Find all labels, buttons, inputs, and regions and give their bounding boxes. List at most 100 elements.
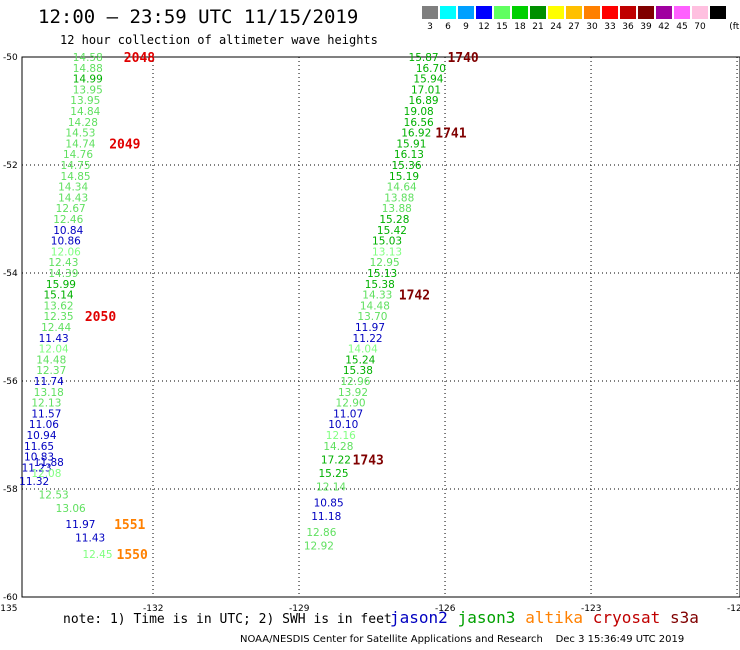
pass-time-label: 1550 <box>117 548 148 563</box>
wave-height-value: 11.43 <box>75 533 105 545</box>
wave-height-value: 12.13 <box>31 398 61 410</box>
legend-label: 42 <box>658 22 670 32</box>
wave-height-value: 15.87 <box>409 52 439 64</box>
wave-height-value: 13.70 <box>357 311 387 323</box>
legend-label: 70 <box>694 22 706 32</box>
pass-time-label: 1742 <box>399 289 430 304</box>
legend-label: 9 <box>463 22 469 32</box>
wave-height-value: 11.43 <box>39 333 69 345</box>
legend-swatch <box>584 6 600 19</box>
wave-height-value: 10.10 <box>328 419 358 431</box>
lat-tick-label: -50 <box>3 53 18 63</box>
wave-height-value: 12.95 <box>370 257 400 269</box>
wave-height-value: 19.08 <box>404 106 434 118</box>
lon-tick-label: -135 <box>0 604 17 614</box>
lat-tick-label: -58 <box>3 485 18 495</box>
legend-label: 24 <box>550 22 562 32</box>
wave-height-value: 10.86 <box>51 236 81 248</box>
wave-height-value: 11.22 <box>353 333 383 345</box>
legend-label: 12 <box>478 22 490 32</box>
wave-height-value: 14.34 <box>58 182 88 194</box>
satellite-name: altika <box>525 608 583 627</box>
legend-swatch <box>422 6 438 19</box>
wave-height-value: 11.74 <box>34 376 64 388</box>
legend-swatch <box>638 6 654 19</box>
wave-height-value: 15.24 <box>345 354 375 366</box>
wave-height-value: 13.13 <box>372 246 402 258</box>
wave-height-value: 11.88 <box>34 457 64 469</box>
wave-height-value: 14.84 <box>70 106 100 118</box>
wave-height-value: 12.35 <box>44 311 74 323</box>
wave-height-value: 15.91 <box>396 138 426 150</box>
legend-swatch <box>566 6 582 19</box>
legend-swatch <box>512 6 528 19</box>
lat-tick-label: -54 <box>3 269 18 279</box>
legend-swatch <box>674 6 690 19</box>
wave-height-value: 15.25 <box>318 468 348 480</box>
wave-height-value: 15.03 <box>372 236 402 248</box>
credit-text: NOAA/NESDIS Center for Satellite Applica… <box>240 634 543 645</box>
legend-swatch <box>530 6 546 19</box>
wave-height-value: 14.04 <box>348 344 378 356</box>
wave-height-value: 14.85 <box>61 171 91 183</box>
observation-values: 14.5814.8814.9913.9513.9514.8414.2814.53… <box>19 52 446 561</box>
legend-swatch <box>476 6 492 19</box>
wave-height-value: 11.23 <box>22 462 52 474</box>
legend-label: 30 <box>586 22 598 32</box>
wave-height-value: 12.43 <box>48 257 78 269</box>
timestamp-text: Dec 3 15:36:49 UTC 2019 <box>555 634 685 645</box>
legend-unit: (ft) <box>729 22 740 32</box>
wave-height-value: 12.45 <box>82 549 112 561</box>
wave-height-value: 16.92 <box>401 128 431 140</box>
wave-height-value: 15.36 <box>391 160 421 172</box>
wave-height-value: 12.67 <box>56 203 86 215</box>
satellite-name: jason3 <box>457 608 516 627</box>
footer-note: note: 1) Time is in UTC; 2) SWH is in fe… <box>63 612 392 627</box>
wave-height-value: 13.18 <box>34 387 64 399</box>
pass-time-label: 2048 <box>124 51 155 66</box>
legend-label: 6 <box>445 22 451 32</box>
wave-height-value: 14.75 <box>61 160 91 172</box>
wave-height-value: 14.33 <box>362 290 392 302</box>
wave-height-value: 12.04 <box>39 344 69 356</box>
wave-height-value: 12.96 <box>340 376 370 388</box>
wave-height-value: 13.62 <box>44 300 74 312</box>
wave-height-value: 13.95 <box>70 95 100 107</box>
legend-label: 3 <box>427 22 433 32</box>
legend-label: 36 <box>622 22 634 32</box>
wave-height-value: 12.44 <box>41 322 71 334</box>
wave-height-value: 12.86 <box>306 527 336 539</box>
wave-height-value: 15.19 <box>389 171 419 183</box>
legend-label: 33 <box>604 22 616 32</box>
wave-height-value: 14.48 <box>36 354 66 366</box>
wave-height-value: 11.07 <box>333 408 363 420</box>
wave-height-value: 14.76 <box>63 149 93 161</box>
wave-height-value: 14.64 <box>387 182 417 194</box>
footer-credit: NOAA/NESDIS Center for Satellite Applica… <box>240 634 684 645</box>
wave-height-value: 12.08 <box>31 468 61 480</box>
wave-height-value: 16.56 <box>404 117 434 129</box>
lat-tick-label: -52 <box>3 161 18 171</box>
page-title: 12:00 – 23:59 UTC 11/15/2019 <box>38 6 359 28</box>
wave-height-value: 11.97 <box>355 322 385 334</box>
wave-height-value: 14.53 <box>65 128 95 140</box>
legend-swatch <box>620 6 636 19</box>
wave-height-value: 16.89 <box>409 95 439 107</box>
wave-height-value: 15.94 <box>413 74 443 86</box>
legend-label: 27 <box>568 22 580 32</box>
legend-label: 45 <box>676 22 688 32</box>
legend-label: 39 <box>640 22 652 32</box>
wave-height-value: 14.28 <box>68 117 98 129</box>
wave-height-value: 10.84 <box>53 225 83 237</box>
wave-height-value: 14.43 <box>58 192 88 204</box>
wave-height-value: 13.92 <box>338 387 368 399</box>
wave-height-value: 14.28 <box>323 441 353 453</box>
wave-height-value: 16.13 <box>394 149 424 161</box>
wave-height-value: 12.16 <box>326 430 356 442</box>
lon-tick-label: -126 <box>435 604 456 614</box>
wave-height-value: 13.06 <box>56 503 86 515</box>
wave-height-value: 14.48 <box>360 300 390 312</box>
wave-height-value: 15.42 <box>377 225 407 237</box>
lat-tick-label: -56 <box>3 377 18 387</box>
